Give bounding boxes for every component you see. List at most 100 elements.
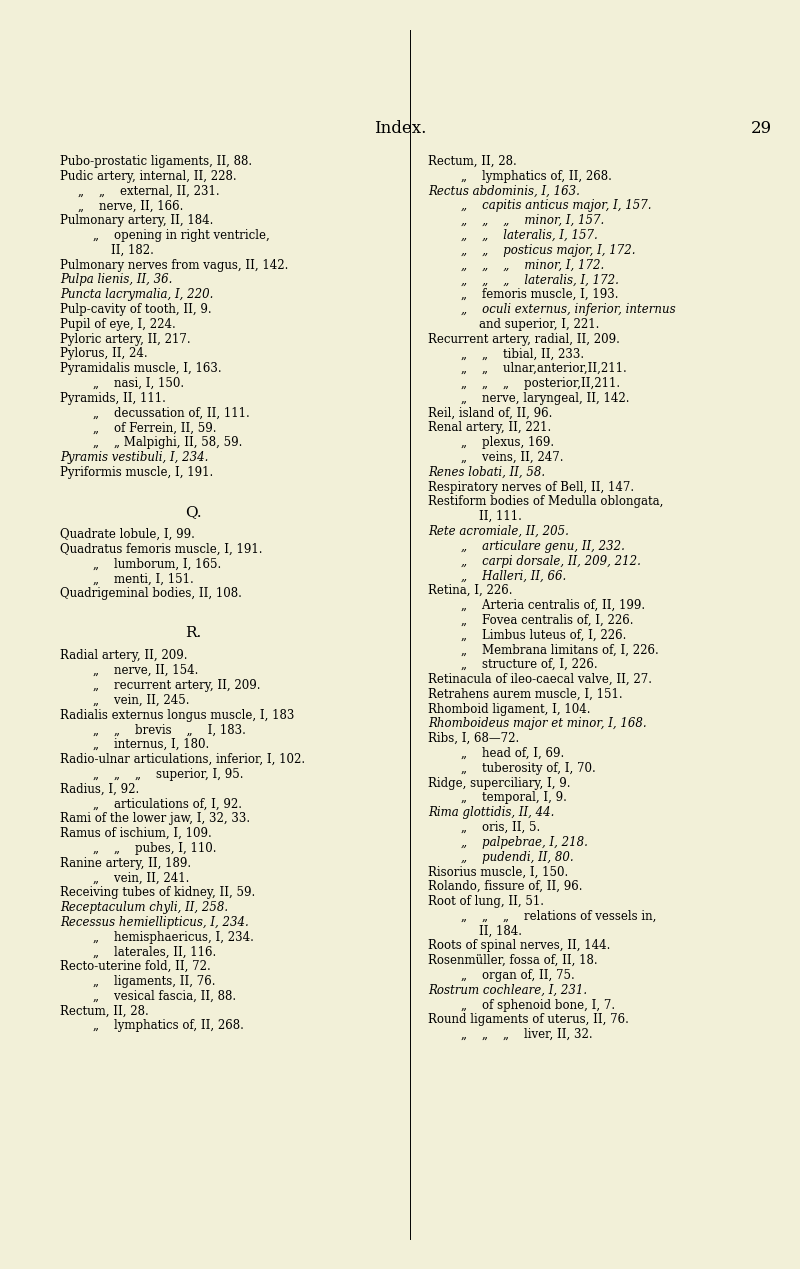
Text: Pyramis vestibuli, I, 234.: Pyramis vestibuli, I, 234. [60, 450, 208, 464]
Text: „    veins, II, 247.: „ veins, II, 247. [446, 450, 563, 464]
Text: „    „    „    relations of vessels in,: „ „ „ relations of vessels in, [446, 910, 656, 923]
Text: „    structure of, I, 226.: „ structure of, I, 226. [446, 659, 598, 671]
Text: Rhomboid ligament, I, 104.: Rhomboid ligament, I, 104. [428, 703, 590, 716]
Text: Pyriformis muscle, I, 191.: Pyriformis muscle, I, 191. [60, 466, 214, 478]
Text: Renes lobati, II, 58.: Renes lobati, II, 58. [428, 466, 545, 478]
Text: „    lymphatics of, II, 268.: „ lymphatics of, II, 268. [78, 1019, 244, 1032]
Text: „    „    „    lateralis, I, 172.: „ „ „ lateralis, I, 172. [446, 273, 619, 287]
Text: Risorius muscle, I, 150.: Risorius muscle, I, 150. [428, 865, 568, 878]
Text: Round ligaments of uterus, II, 76.: Round ligaments of uterus, II, 76. [428, 1014, 629, 1027]
Text: „    „    lateralis, I, 157.: „ „ lateralis, I, 157. [446, 228, 598, 242]
Text: „    „    brevis    „    I, 183.: „ „ brevis „ I, 183. [78, 723, 246, 736]
Text: „    „    posticus major, I, 172.: „ „ posticus major, I, 172. [446, 244, 635, 256]
Text: Ranine artery, II, 189.: Ranine artery, II, 189. [60, 857, 191, 869]
Text: „    internus, I, 180.: „ internus, I, 180. [78, 739, 210, 751]
Text: Rolando, fissure of, II, 96.: Rolando, fissure of, II, 96. [428, 881, 582, 893]
Text: „    hemisphaericus, I, 234.: „ hemisphaericus, I, 234. [78, 930, 254, 944]
Text: Root of lung, II, 51.: Root of lung, II, 51. [428, 895, 544, 909]
Text: Rectus abdominis, I, 163.: Rectus abdominis, I, 163. [428, 184, 580, 198]
Text: „    „    external, II, 231.: „ „ external, II, 231. [78, 184, 220, 198]
Text: „    nerve, II, 154.: „ nerve, II, 154. [78, 664, 198, 678]
Text: Ridge, superciliary, I, 9.: Ridge, superciliary, I, 9. [428, 777, 570, 789]
Text: „    oculi externus, inferior, internus: „ oculi externus, inferior, internus [446, 303, 676, 316]
Text: Restiform bodies of Medulla oblongata,: Restiform bodies of Medulla oblongata, [428, 495, 663, 509]
Text: „    „    ulnar,anterior,II,211.: „ „ ulnar,anterior,II,211. [446, 362, 626, 376]
Text: „    „    „    minor, I, 157.: „ „ „ minor, I, 157. [446, 214, 604, 227]
Text: „    tuberosity of, I, 70.: „ tuberosity of, I, 70. [446, 761, 596, 775]
Text: Pudic artery, internal, II, 228.: Pudic artery, internal, II, 228. [60, 170, 237, 183]
Text: Rectum, II, 28.: Rectum, II, 28. [428, 155, 517, 168]
Text: „    „ Malpighi, II, 58, 59.: „ „ Malpighi, II, 58, 59. [78, 437, 242, 449]
Text: „    ligaments, II, 76.: „ ligaments, II, 76. [78, 975, 215, 989]
Text: Pyramids, II, 111.: Pyramids, II, 111. [60, 392, 166, 405]
Text: Retrahens aurem muscle, I, 151.: Retrahens aurem muscle, I, 151. [428, 688, 622, 700]
Text: Rostrum cochleare, I, 231.: Rostrum cochleare, I, 231. [428, 983, 587, 997]
Text: Quadrigeminal bodies, II, 108.: Quadrigeminal bodies, II, 108. [60, 588, 242, 600]
Text: „    „    pubes, I, 110.: „ „ pubes, I, 110. [78, 841, 217, 855]
Text: Rima glottidis, II, 44.: Rima glottidis, II, 44. [428, 806, 554, 820]
Text: II, 111.: II, 111. [464, 510, 522, 523]
Text: Rosenmüller, fossa of, II, 18.: Rosenmüller, fossa of, II, 18. [428, 954, 598, 967]
Text: „    lymphatics of, II, 268.: „ lymphatics of, II, 268. [446, 170, 612, 183]
Text: „    lumborum, I, 165.: „ lumborum, I, 165. [78, 557, 222, 571]
Text: „    nerve, laryngeal, II, 142.: „ nerve, laryngeal, II, 142. [446, 392, 630, 405]
Text: „    „    „    superior, I, 95.: „ „ „ superior, I, 95. [78, 768, 243, 780]
Text: „    plexus, 169.: „ plexus, 169. [446, 437, 554, 449]
Text: „    recurrent artery, II, 209.: „ recurrent artery, II, 209. [78, 679, 261, 692]
Text: „    nasi, I, 150.: „ nasi, I, 150. [78, 377, 184, 390]
Text: Index.: Index. [374, 121, 426, 137]
Text: Ramus of ischium, I, 109.: Ramus of ischium, I, 109. [60, 827, 212, 840]
Text: „    articulations of, I, 92.: „ articulations of, I, 92. [78, 797, 242, 811]
Text: II, 182.: II, 182. [96, 244, 154, 256]
Text: Respiratory nerves of Bell, II, 147.: Respiratory nerves of Bell, II, 147. [428, 481, 634, 494]
Text: Pyloric artery, II, 217.: Pyloric artery, II, 217. [60, 332, 190, 345]
Text: Radialis externus longus muscle, I, 183: Radialis externus longus muscle, I, 183 [60, 708, 294, 722]
Text: „    opening in right ventricle,: „ opening in right ventricle, [78, 228, 270, 242]
Text: Retinacula of ileo-caecal valve, II, 27.: Retinacula of ileo-caecal valve, II, 27. [428, 673, 652, 687]
Text: and superior, I, 221.: and superior, I, 221. [464, 317, 599, 331]
Text: Rete acromiale, II, 205.: Rete acromiale, II, 205. [428, 525, 569, 538]
Text: Rami of the lower jaw, I, 32, 33.: Rami of the lower jaw, I, 32, 33. [60, 812, 250, 825]
Text: „    Fovea centralis of, I, 226.: „ Fovea centralis of, I, 226. [446, 614, 634, 627]
Text: Rectum, II, 28.: Rectum, II, 28. [60, 1005, 149, 1018]
Text: Retina, I, 226.: Retina, I, 226. [428, 584, 513, 598]
Text: Pylorus, II, 24.: Pylorus, II, 24. [60, 348, 148, 360]
Text: „    „    „    posterior,II,211.: „ „ „ posterior,II,211. [446, 377, 620, 390]
Text: „    vein, II, 241.: „ vein, II, 241. [78, 872, 190, 884]
Text: Pupil of eye, I, 224.: Pupil of eye, I, 224. [60, 317, 176, 331]
Text: Puncta lacrymalia, I, 220.: Puncta lacrymalia, I, 220. [60, 288, 214, 301]
Text: „    „    „    liver, II, 32.: „ „ „ liver, II, 32. [446, 1028, 593, 1041]
Text: „    vein, II, 245.: „ vein, II, 245. [78, 694, 190, 707]
Text: R.: R. [185, 627, 202, 641]
Text: Quadratus femoris muscle, I, 191.: Quadratus femoris muscle, I, 191. [60, 543, 262, 556]
Text: „    „    tibial, II, 233.: „ „ tibial, II, 233. [446, 348, 584, 360]
Text: Recto-uterine fold, II, 72.: Recto-uterine fold, II, 72. [60, 961, 210, 973]
Text: Radio-ulnar articulations, inferior, I, 102.: Radio-ulnar articulations, inferior, I, … [60, 753, 305, 766]
Text: Pyramidalis muscle, I, 163.: Pyramidalis muscle, I, 163. [60, 362, 222, 376]
Text: Q.: Q. [185, 505, 202, 519]
Text: „    organ of, II, 75.: „ organ of, II, 75. [446, 970, 574, 982]
Text: „    decussation of, II, 111.: „ decussation of, II, 111. [78, 406, 250, 420]
Text: „    laterales, II, 116.: „ laterales, II, 116. [78, 945, 216, 958]
Text: Pubo-prostatic ligaments, II, 88.: Pubo-prostatic ligaments, II, 88. [60, 155, 252, 168]
Text: „    Halleri, II, 66.: „ Halleri, II, 66. [446, 570, 566, 582]
Text: „    of sphenoid bone, I, 7.: „ of sphenoid bone, I, 7. [446, 999, 615, 1011]
Text: „    Limbus luteus of, I, 226.: „ Limbus luteus of, I, 226. [446, 628, 626, 642]
Text: Rhomboideus major et minor, I, 168.: Rhomboideus major et minor, I, 168. [428, 717, 646, 731]
Text: Pulmonary nerves from vagus, II, 142.: Pulmonary nerves from vagus, II, 142. [60, 259, 288, 272]
Text: „    carpi dorsale, II, 209, 212.: „ carpi dorsale, II, 209, 212. [446, 555, 641, 567]
Text: Quadrate lobule, I, 99.: Quadrate lobule, I, 99. [60, 528, 195, 541]
Text: „    articulare genu, II, 232.: „ articulare genu, II, 232. [446, 539, 625, 553]
Text: Receiving tubes of kidney, II, 59.: Receiving tubes of kidney, II, 59. [60, 886, 255, 900]
Text: „    femoris muscle, I, 193.: „ femoris muscle, I, 193. [446, 288, 618, 301]
Text: Radius, I, 92.: Radius, I, 92. [60, 783, 139, 796]
Text: Receptaculum chyli, II, 258.: Receptaculum chyli, II, 258. [60, 901, 228, 914]
Text: „    Arteria centralis of, II, 199.: „ Arteria centralis of, II, 199. [446, 599, 645, 612]
Text: Recurrent artery, radial, II, 209.: Recurrent artery, radial, II, 209. [428, 332, 620, 345]
Text: „    temporal, I, 9.: „ temporal, I, 9. [446, 792, 567, 805]
Text: „    vesical fascia, II, 88.: „ vesical fascia, II, 88. [78, 990, 236, 1003]
Text: „    oris, II, 5.: „ oris, II, 5. [446, 821, 540, 834]
Text: „    of Ferrein, II, 59.: „ of Ferrein, II, 59. [78, 421, 217, 434]
Text: 29: 29 [751, 121, 772, 137]
Text: II, 184.: II, 184. [464, 925, 522, 938]
